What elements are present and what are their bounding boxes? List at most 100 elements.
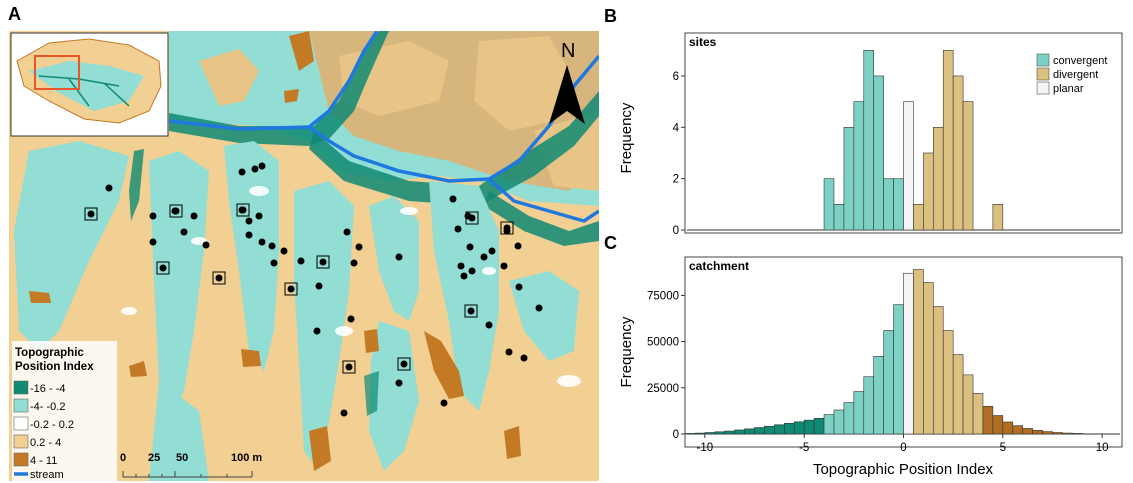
site-point (440, 399, 448, 407)
site-point (255, 212, 263, 220)
histogram-bar (873, 75, 884, 231)
site-point (466, 243, 474, 251)
site-point-boxed (503, 224, 511, 232)
legend-label-2: -0.2 - 0.2 (30, 419, 74, 431)
site-point (395, 253, 403, 261)
map-valley-7 (429, 181, 499, 411)
inset-extent-box (34, 55, 80, 90)
legend-swatch-convergent (1036, 53, 1050, 67)
panel-label-a: A (8, 4, 21, 24)
y-axis-ticks-sites: 0 2 4 6 (673, 71, 685, 237)
histogram-bar (942, 330, 954, 435)
histogram-bar (863, 376, 875, 435)
site-point (350, 259, 358, 267)
histogram-bar (972, 393, 984, 435)
site-box-marker (465, 211, 479, 225)
histogram-bar (784, 422, 795, 435)
site-point-boxed (467, 307, 475, 315)
histogram-bar (913, 269, 924, 435)
histogram-bar (942, 49, 954, 231)
plot-title-catchment: catchment (689, 259, 749, 273)
histogram-bar (1052, 432, 1063, 435)
site-point (355, 243, 363, 251)
y-tick-label: 4 (673, 122, 680, 134)
histogram-bar (823, 414, 835, 435)
site-point (180, 228, 188, 236)
site-point (505, 348, 513, 356)
histogram-bar (833, 409, 845, 435)
histogram-bar (883, 178, 894, 231)
bars-sites (686, 49, 1121, 231)
map-valley-9 (149, 381, 209, 481)
histogram-bar (843, 402, 855, 435)
scale-label-25: 25 (148, 452, 160, 464)
histogram-bar (913, 204, 924, 231)
site-box-marker (342, 360, 356, 374)
map-legend: Topographic Position Index -16 - -4 -4- -… (12, 341, 117, 481)
y-tick-label: 2 (673, 174, 679, 186)
plot-title-sites: sites (689, 35, 717, 49)
site-point (343, 228, 351, 236)
x-axis-ticks-catchment: -10 -5 0 5 10 (697, 434, 1109, 454)
legend-label-1: -4- -0.2 (30, 401, 65, 413)
site-point (105, 184, 113, 192)
site-point (480, 253, 488, 261)
histogram-bar (793, 421, 805, 435)
scale-label-0: 0 (120, 452, 126, 464)
site-point (280, 247, 288, 255)
site-point (485, 321, 493, 329)
histogram-bar (734, 429, 745, 435)
bars-catchment (684, 269, 1121, 435)
map-valley-3 (224, 141, 279, 371)
site-point (395, 379, 403, 387)
x-tick-label: 5 (1000, 442, 1006, 454)
histogram-sites: sites Frequency 0 2 4 6 convergent divergent… (618, 32, 1123, 237)
site-point (454, 225, 462, 233)
north-label: N (561, 40, 575, 62)
site-box-marker (397, 357, 411, 371)
map-ridge-8 (504, 426, 521, 459)
histogram-bar (1012, 425, 1023, 435)
site-box-marker (284, 282, 298, 296)
map-sample-sites (84, 162, 543, 417)
site-point (270, 259, 278, 267)
map-valley-8 (509, 271, 579, 361)
map-ridge-3 (29, 291, 51, 303)
legend-swatch-divergent (1036, 67, 1050, 81)
x-tick-label: -5 (799, 442, 809, 454)
site-point-boxed (239, 206, 247, 214)
x-tick-label: -10 (697, 442, 714, 454)
histogram-bar (883, 330, 894, 435)
map-ridge-2 (284, 89, 299, 103)
site-point (500, 262, 508, 270)
legend-swatch-3 (13, 434, 29, 449)
histogram-bar (803, 419, 815, 435)
legend-label-4: 4 - 11 (30, 455, 57, 467)
site-point-boxed (345, 363, 353, 371)
histogram-bar (873, 356, 884, 435)
map-streak-2 (364, 371, 379, 416)
histogram-bar (992, 415, 1004, 435)
histogram-bar (992, 204, 1004, 231)
histogram-bar (724, 430, 735, 435)
site-point (315, 282, 323, 290)
y-tick-label: 75000 (647, 290, 679, 302)
tpi-map: N Topographic Position Index -16 - -4 -4-… (9, 31, 599, 481)
histogram-bar (813, 417, 825, 435)
site-point (149, 238, 157, 246)
site-box-marker (212, 271, 226, 285)
legend-swatch-2 (13, 416, 29, 431)
y-axis-label-sites: Frequency (618, 102, 635, 173)
y-tick-label: 6 (673, 71, 679, 83)
site-point (488, 247, 496, 255)
site-point (340, 409, 348, 417)
site-point (468, 267, 476, 275)
histogram-bar (1042, 431, 1053, 435)
histogram-bar (923, 152, 934, 231)
y-tick-label: 50000 (647, 337, 679, 349)
y-tick-label: 0 (673, 225, 679, 237)
histogram-bar (932, 306, 944, 435)
x-axis-label-catchment: Topographic Position Index (813, 461, 994, 478)
map-ridge-4 (241, 349, 261, 367)
map-stream-1 (168, 31, 379, 131)
